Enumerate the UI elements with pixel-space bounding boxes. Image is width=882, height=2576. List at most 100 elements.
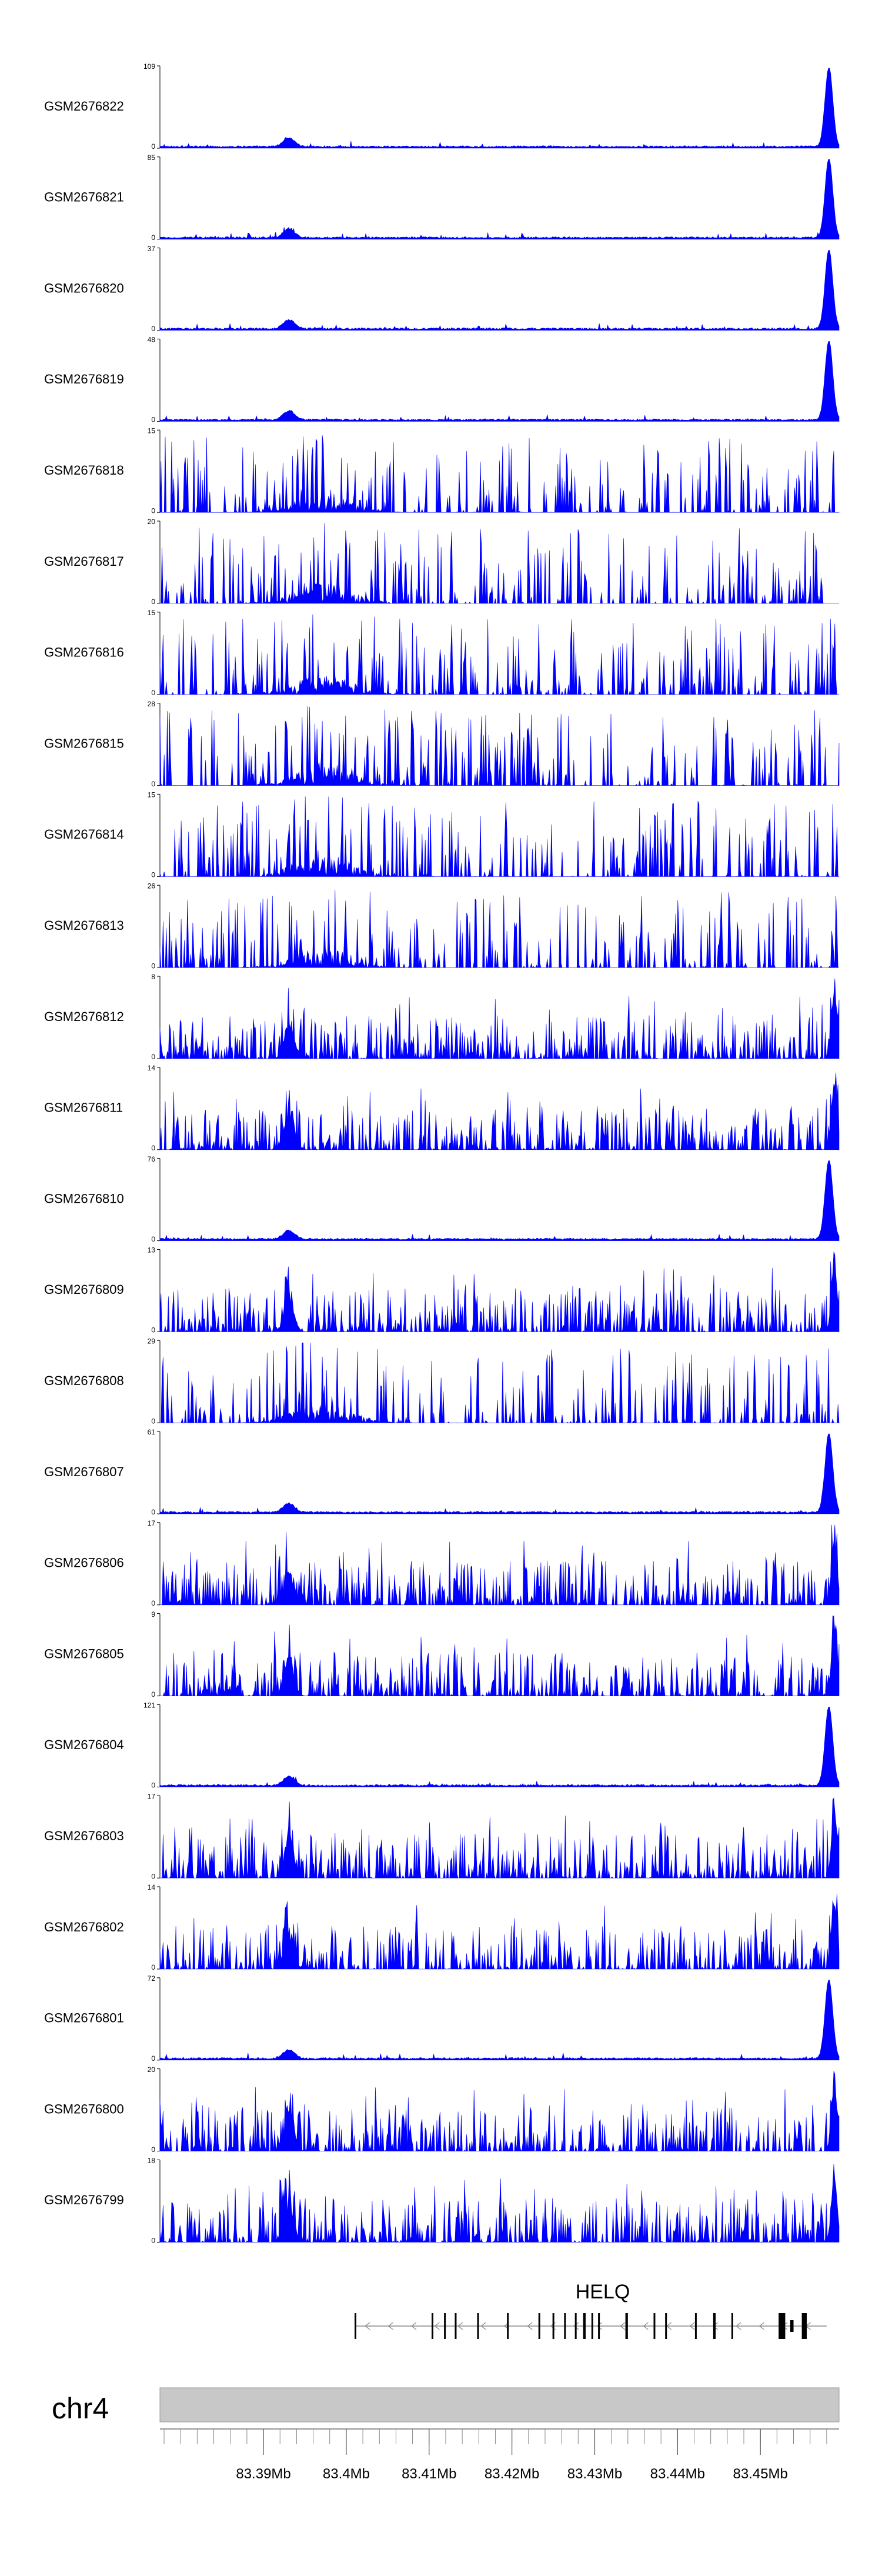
track-GSM2676820: GSM2676820 37 0 — [44, 245, 840, 333]
axis-tick-label: 83.43Mb — [567, 2466, 622, 2482]
track-ymin-label: 0 — [151, 1326, 155, 1334]
track-ymax-label: 15 — [148, 426, 156, 435]
track-label: GSM2676817 — [44, 554, 124, 569]
track-GSM2676819: GSM2676819 48 0 — [44, 336, 840, 424]
axis-tick-label: 83.45Mb — [733, 2466, 787, 2482]
track-label: GSM2676809 — [44, 1282, 124, 1297]
gene-exon — [801, 2313, 807, 2339]
chromosome-ideogram: chr4 — [52, 2387, 840, 2425]
axis-tick-label: 83.42Mb — [485, 2466, 539, 2482]
track-label: GSM2676799 — [44, 2193, 124, 2207]
track-GSM2676805: GSM2676805 9 0 — [44, 1610, 840, 1699]
strand-chevron — [387, 2322, 393, 2330]
track-coverage-area — [159, 2164, 840, 2243]
track-label: GSM2676811 — [44, 1100, 123, 1115]
track-ymin-label: 0 — [151, 1508, 155, 1516]
track-ymin-label: 0 — [151, 2145, 155, 2154]
track-GSM2676816: GSM2676816 15 0 — [44, 609, 839, 697]
axis-tick-label: 83.44Mb — [650, 2466, 705, 2482]
gene-track: HELQ — [355, 2281, 827, 2339]
track-coverage-area — [159, 1707, 840, 1787]
track-label: GSM2676800 — [44, 2101, 124, 2116]
track-GSM2676810: GSM2676810 76 0 — [44, 1155, 840, 1243]
axis-tick-label: 83.39Mb — [236, 2466, 290, 2482]
track-label: GSM2676801 — [44, 2011, 124, 2026]
track-ymin-label: 0 — [151, 780, 155, 788]
track-ymin-label: 0 — [151, 1599, 155, 1607]
track-ymin-label: 0 — [151, 1144, 155, 1152]
track-coverage-area — [159, 1252, 840, 1333]
track-ymax-label: 20 — [148, 518, 156, 526]
track-GSM2676803: GSM2676803 17 0 — [44, 1792, 840, 1880]
track-ymin-label: 0 — [151, 689, 155, 697]
track-ymax-label: 18 — [148, 2157, 156, 2165]
axis-tick-label: 83.4Mb — [323, 2466, 370, 2482]
track-ymin-label: 0 — [151, 598, 155, 606]
strand-chevron — [596, 2322, 602, 2330]
strand-chevron — [712, 2322, 719, 2330]
track-GSM2676808: GSM2676808 29 0 — [44, 1337, 840, 1425]
gene-exon — [432, 2313, 433, 2339]
track-label: GSM2676805 — [44, 1646, 124, 1661]
strand-chevron — [457, 2322, 463, 2330]
gene-exon — [355, 2313, 357, 2339]
track-coverage-area — [159, 890, 839, 969]
track-label: GSM2676819 — [44, 372, 124, 386]
gene-utr — [790, 2320, 794, 2332]
track-label: GSM2676803 — [44, 1828, 124, 1843]
track-label: GSM2676813 — [44, 918, 124, 933]
track-ymin-label: 0 — [151, 1235, 155, 1243]
track-ymax-label: 121 — [143, 1701, 155, 1710]
track-GSM2676806: GSM2676806 17 0 — [44, 1519, 840, 1607]
track-ymin-label: 0 — [151, 1053, 155, 1061]
track-label: GSM2676822 — [44, 99, 124, 114]
strand-chevron — [411, 2322, 417, 2330]
strand-chevron — [689, 2322, 695, 2330]
track-ymax-label: 109 — [143, 62, 155, 71]
track-ymax-label: 17 — [148, 1519, 156, 1527]
track-ymax-label: 29 — [148, 1337, 156, 1345]
track-ymax-label: 61 — [148, 1428, 156, 1436]
track-ymin-label: 0 — [151, 325, 155, 333]
gene-exon — [598, 2313, 600, 2339]
track-coverage-area — [159, 1980, 840, 2061]
coverage-tracks: GSM2676822 109 0 GSM2676821 85 0 GSM2676820 37 0… — [44, 62, 840, 2245]
strand-chevron — [643, 2322, 649, 2330]
gene-exon — [574, 2313, 577, 2339]
gene-exon — [507, 2313, 509, 2339]
track-GSM2676811: GSM2676811 14 0 — [44, 1064, 840, 1152]
track-ymax-label: 14 — [148, 1883, 156, 1891]
track-GSM2676818: GSM2676818 15 0 — [44, 426, 840, 515]
track-coverage-area — [159, 1797, 840, 1879]
track-ymax-label: 20 — [148, 2066, 156, 2074]
track-ymin-label: 0 — [151, 871, 155, 879]
track-coverage-area — [159, 68, 840, 149]
track-GSM2676822: GSM2676822 109 0 — [44, 62, 840, 151]
track-ymax-label: 13 — [148, 1246, 156, 1254]
track-GSM2676815: GSM2676815 28 0 — [44, 700, 840, 788]
track-ymin-label: 0 — [151, 416, 155, 424]
gene-exon — [477, 2313, 479, 2339]
strand-chevron — [365, 2322, 370, 2330]
gene-exon — [665, 2313, 667, 2339]
track-label: GSM2676808 — [44, 1373, 124, 1388]
track-ymax-label: 72 — [148, 1974, 156, 1983]
gene-exon — [455, 2313, 457, 2339]
track-coverage-area — [159, 614, 839, 695]
track-GSM2676801: GSM2676801 72 0 — [44, 1974, 840, 2063]
track-ymin-label: 0 — [151, 1963, 155, 1971]
track-coverage-area — [160, 523, 839, 605]
track-GSM2676800: GSM2676800 20 0 — [44, 2066, 840, 2154]
track-label: GSM2676814 — [44, 827, 124, 842]
track-coverage-area — [159, 1433, 840, 1514]
track-ymax-label: 15 — [148, 609, 156, 617]
track-coverage-area — [159, 435, 840, 513]
track-GSM2676802: GSM2676802 14 0 — [44, 1883, 840, 1971]
track-GSM2676817: GSM2676817 20 0 — [44, 518, 839, 606]
track-ymin-label: 0 — [151, 1872, 155, 1880]
gene-exon — [713, 2313, 716, 2339]
track-GSM2676814: GSM2676814 15 0 — [44, 791, 839, 879]
track-label: GSM2676806 — [44, 1556, 124, 1570]
track-ymin-label: 0 — [151, 2237, 155, 2245]
track-coverage-area — [159, 159, 840, 240]
